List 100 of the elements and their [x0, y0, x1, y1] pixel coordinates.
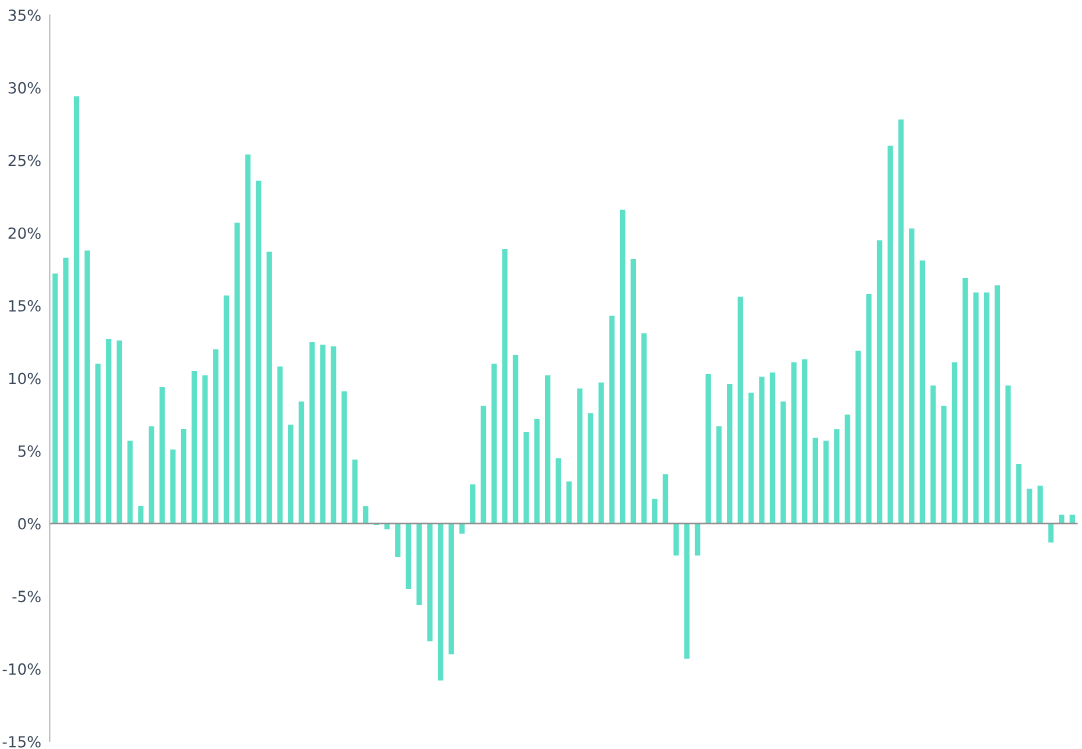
bar — [801, 359, 808, 524]
bar — [534, 418, 540, 524]
bar — [1005, 385, 1011, 524]
bar — [84, 250, 90, 524]
bar — [748, 392, 754, 524]
bar — [405, 523, 412, 589]
bar — [255, 180, 262, 524]
y-tick-label: 30% — [8, 82, 41, 94]
bar — [309, 341, 315, 524]
bar — [609, 315, 615, 524]
y-tick-label: -10% — [2, 663, 41, 675]
bar — [962, 277, 968, 524]
bar — [598, 382, 604, 524]
bar — [352, 459, 358, 524]
bar — [566, 481, 572, 524]
bar — [180, 429, 187, 524]
bar — [213, 349, 219, 524]
bar — [298, 401, 305, 524]
bar — [202, 375, 208, 524]
bar — [716, 426, 722, 524]
bar — [727, 384, 733, 524]
bar — [855, 350, 861, 524]
bar — [941, 405, 947, 524]
bar — [362, 506, 369, 524]
bar — [737, 296, 744, 524]
bar — [587, 413, 594, 524]
bar — [983, 292, 990, 524]
bar — [470, 484, 476, 524]
bar — [951, 362, 958, 524]
bar — [384, 523, 390, 530]
bar — [662, 474, 669, 524]
bar — [1048, 523, 1054, 543]
bar — [95, 363, 101, 524]
bar — [116, 340, 123, 524]
bar — [223, 295, 230, 524]
bar — [437, 523, 444, 681]
bar — [673, 523, 679, 556]
bar — [480, 405, 487, 524]
bar — [812, 437, 819, 524]
bar — [619, 209, 626, 524]
bar — [834, 429, 840, 524]
bar — [245, 154, 251, 524]
bar — [791, 362, 797, 524]
y-tick-label: -15% — [2, 735, 41, 748]
bar — [416, 523, 422, 605]
bar — [73, 96, 80, 524]
bar — [63, 257, 69, 524]
bar — [684, 523, 690, 659]
bar — [823, 440, 829, 524]
bar — [876, 240, 883, 524]
bar — [930, 385, 936, 524]
bar — [266, 251, 272, 524]
bar — [887, 145, 893, 524]
bar — [577, 388, 583, 524]
bar — [491, 363, 497, 524]
bar — [127, 440, 133, 524]
bar — [630, 259, 636, 524]
bar — [994, 285, 1001, 524]
bar — [341, 391, 347, 524]
bar — [759, 376, 765, 524]
bar — [448, 523, 454, 655]
y-tick-label: 25% — [8, 154, 41, 167]
bar — [705, 373, 711, 524]
bar — [1016, 463, 1022, 524]
bar — [277, 366, 283, 524]
bar — [427, 523, 433, 642]
bar — [898, 119, 904, 524]
y-tick-label: 10% — [9, 372, 41, 385]
bar — [769, 372, 776, 524]
bar — [191, 370, 197, 524]
bar — [694, 523, 701, 556]
bar — [159, 386, 165, 524]
bar — [1026, 488, 1033, 524]
bar — [459, 523, 465, 534]
bar — [652, 498, 658, 524]
bar — [866, 293, 872, 524]
bar — [148, 426, 155, 524]
bar — [502, 248, 508, 524]
y-tick-label: -5% — [12, 590, 41, 603]
bar — [105, 339, 112, 524]
bar — [641, 333, 647, 524]
bar — [234, 222, 240, 524]
bar — [523, 432, 529, 524]
bar — [138, 506, 144, 524]
y-tick-label: 5% — [18, 445, 41, 457]
bar — [544, 375, 551, 524]
bar — [52, 273, 58, 524]
bar — [288, 424, 294, 524]
y-tick-label: 35% — [8, 9, 41, 21]
y-tick-label: 0% — [18, 518, 41, 530]
bar — [395, 523, 401, 557]
bar — [512, 355, 519, 524]
bar — [555, 458, 562, 524]
bar — [330, 346, 337, 524]
bar — [919, 260, 926, 524]
y-tick-label: 20% — [8, 227, 41, 239]
y-tick-label: 15% — [9, 300, 41, 312]
bar — [909, 228, 915, 524]
bar — [973, 292, 979, 524]
bar — [844, 414, 851, 524]
